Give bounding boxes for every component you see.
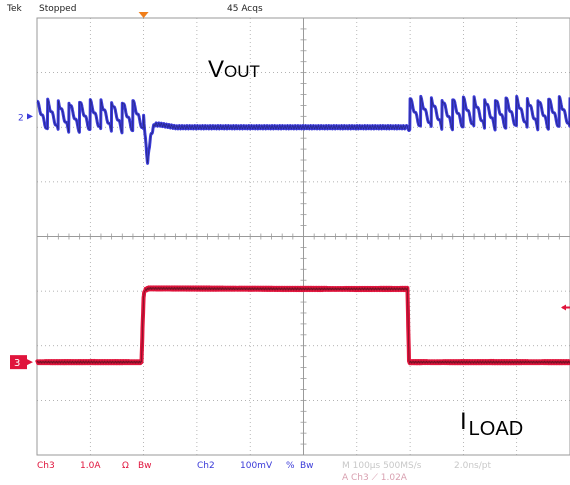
ch3-coupling-icon: Ω	[122, 461, 129, 471]
trigger-level-arrow	[561, 304, 566, 311]
trigger-position-marker	[138, 12, 149, 18]
ch3-name: Ch3	[37, 461, 55, 471]
ch3-ground-marker: 3	[14, 358, 20, 369]
graticule	[36, 17, 570, 456]
iload-label: I LOAD	[460, 408, 524, 440]
ch2-name: Ch2	[197, 461, 215, 471]
vout-trace-noise	[37, 95, 570, 164]
channel-markers: 23	[10, 12, 570, 370]
ch3-scale: 1.0A	[80, 461, 101, 471]
ch2-marker-arrow	[27, 113, 33, 120]
ch2-scale: 100mV	[240, 461, 273, 471]
ch3-marker-arrow	[27, 359, 33, 366]
iload-trace-noise	[36, 286, 570, 365]
vout-label: VOUT	[208, 56, 260, 83]
waveform-traces	[35, 94, 570, 366]
brand-label: Tek	[7, 4, 22, 14]
ch2-bw: Bw	[300, 461, 314, 471]
trigger-setting: A Ch3 ⟋ 1.02A	[342, 473, 407, 483]
ch2-ground-marker: 2	[18, 113, 24, 123]
ch2-coupling-icon: %	[286, 461, 295, 471]
ch3-ground-marker-box	[10, 355, 27, 370]
ch3-bw: Bw	[138, 461, 152, 471]
acq-status: Stopped	[39, 4, 77, 14]
acq-count: 45 Acqs	[227, 4, 263, 14]
timebase: M 100µs 500MS/s	[342, 461, 422, 471]
resolution: 2.0ns/pt	[454, 461, 491, 471]
